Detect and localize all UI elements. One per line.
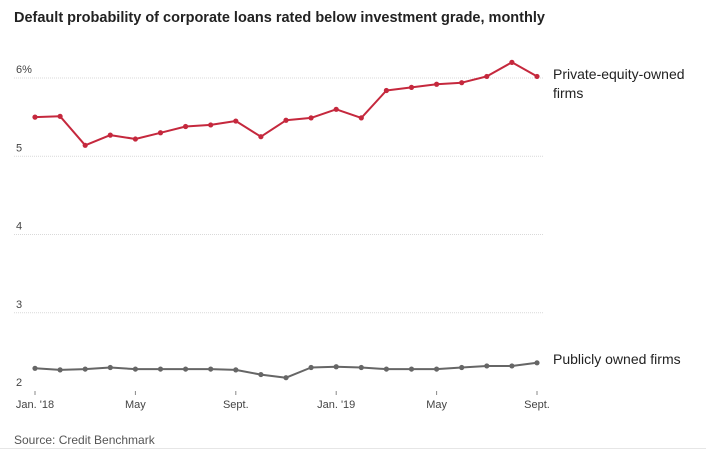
data-point-0 <box>157 130 164 136</box>
data-point-0 <box>333 106 339 112</box>
data-point-0 <box>283 117 289 123</box>
x-tick-labels: Jan. '18 May Sept. Jan. '19 May Sept. <box>16 391 550 411</box>
y-tick-label: 2 <box>16 377 22 389</box>
source-note: Source: Credit Benchmark <box>14 433 155 447</box>
data-point-0 <box>258 134 264 140</box>
y-tick-label: 6% <box>16 64 32 76</box>
x-tick-label: Jan. '19 <box>317 399 355 411</box>
data-point-0 <box>308 115 314 121</box>
data-point-1 <box>358 364 364 371</box>
data-point-1 <box>509 363 515 369</box>
y-tick-label: 3 <box>16 299 22 311</box>
data-point-1 <box>157 366 164 372</box>
data-point-0 <box>82 142 88 148</box>
chart-title: Default probability of corporate loans r… <box>14 10 545 26</box>
data-point-0 <box>57 113 63 119</box>
data-point-1 <box>258 371 264 378</box>
series-label-private-equity: Private-equity-owned firms <box>553 66 685 101</box>
y-tick-labels: 2 3 4 5 6% <box>16 64 32 389</box>
data-point-1 <box>459 364 465 371</box>
data-point-0 <box>183 123 189 130</box>
data-point-1 <box>308 364 314 371</box>
data-point-0 <box>484 73 490 80</box>
data-point-0 <box>434 81 440 87</box>
data-point-0 <box>383 87 389 94</box>
data-point-0 <box>208 122 214 128</box>
data-point-0 <box>408 84 415 90</box>
y-tick-label: 5 <box>16 142 22 154</box>
data-point-1 <box>57 367 63 373</box>
data-point-1 <box>183 366 189 372</box>
data-point-1 <box>32 365 38 371</box>
series-label-publicly-owned: Publicly owned firms <box>553 351 681 367</box>
data-point-0 <box>534 73 540 80</box>
data-point-1 <box>208 366 214 372</box>
x-tick-label: Sept. <box>223 399 249 411</box>
x-tick-label: May <box>125 399 146 411</box>
data-point-1 <box>107 364 113 371</box>
data-point-0 <box>32 114 38 120</box>
gridlines <box>14 77 543 314</box>
data-point-1 <box>534 360 540 366</box>
x-tick-label: Sept. <box>524 399 550 411</box>
data-point-1 <box>484 363 490 369</box>
data-point-1 <box>283 375 289 381</box>
data-point-0 <box>233 118 239 124</box>
data-point-0 <box>132 136 138 142</box>
data-point-0 <box>509 59 515 65</box>
data-point-1 <box>434 366 440 372</box>
series-lines <box>32 59 540 381</box>
data-point-0 <box>459 80 465 86</box>
y-tick-label: 4 <box>16 221 22 233</box>
x-tick-label: Jan. '18 <box>16 399 54 411</box>
data-point-1 <box>233 367 239 373</box>
data-point-0 <box>107 132 113 138</box>
data-point-1 <box>333 364 339 370</box>
data-point-1 <box>383 366 389 372</box>
data-point-0 <box>358 115 364 121</box>
bottom-divider <box>0 448 706 449</box>
x-tick-label: May <box>426 399 447 411</box>
data-point-1 <box>132 366 138 372</box>
data-point-1 <box>408 366 415 372</box>
data-point-1 <box>82 366 88 372</box>
